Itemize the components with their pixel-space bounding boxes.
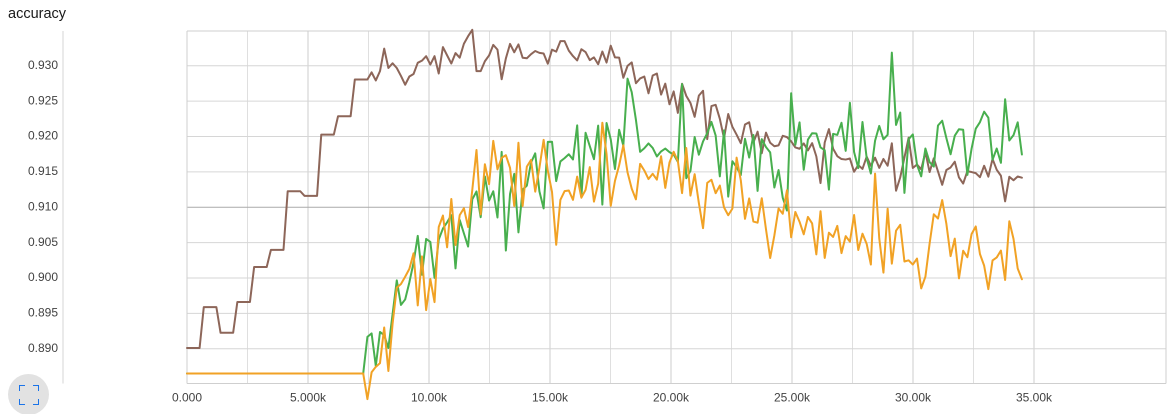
svg-text:0.895: 0.895 bbox=[28, 306, 58, 320]
svg-text:10.00k: 10.00k bbox=[411, 391, 448, 405]
svg-text:0.890: 0.890 bbox=[28, 341, 58, 355]
svg-text:0.930: 0.930 bbox=[28, 58, 58, 72]
svg-text:25.00k: 25.00k bbox=[774, 391, 811, 405]
svg-text:0.000: 0.000 bbox=[172, 391, 202, 405]
svg-text:30.00k: 30.00k bbox=[895, 391, 932, 405]
svg-text:0.920: 0.920 bbox=[28, 129, 58, 143]
svg-text:0.910: 0.910 bbox=[28, 199, 58, 213]
svg-text:20.00k: 20.00k bbox=[653, 391, 690, 405]
svg-text:15.00k: 15.00k bbox=[532, 391, 569, 405]
svg-text:0.905: 0.905 bbox=[28, 235, 58, 249]
svg-text:0.925: 0.925 bbox=[28, 93, 58, 107]
svg-text:0.900: 0.900 bbox=[28, 270, 58, 284]
svg-text:0.915: 0.915 bbox=[28, 164, 58, 178]
svg-text:35.00k: 35.00k bbox=[1016, 391, 1053, 405]
svg-text:5.000k: 5.000k bbox=[290, 391, 327, 405]
